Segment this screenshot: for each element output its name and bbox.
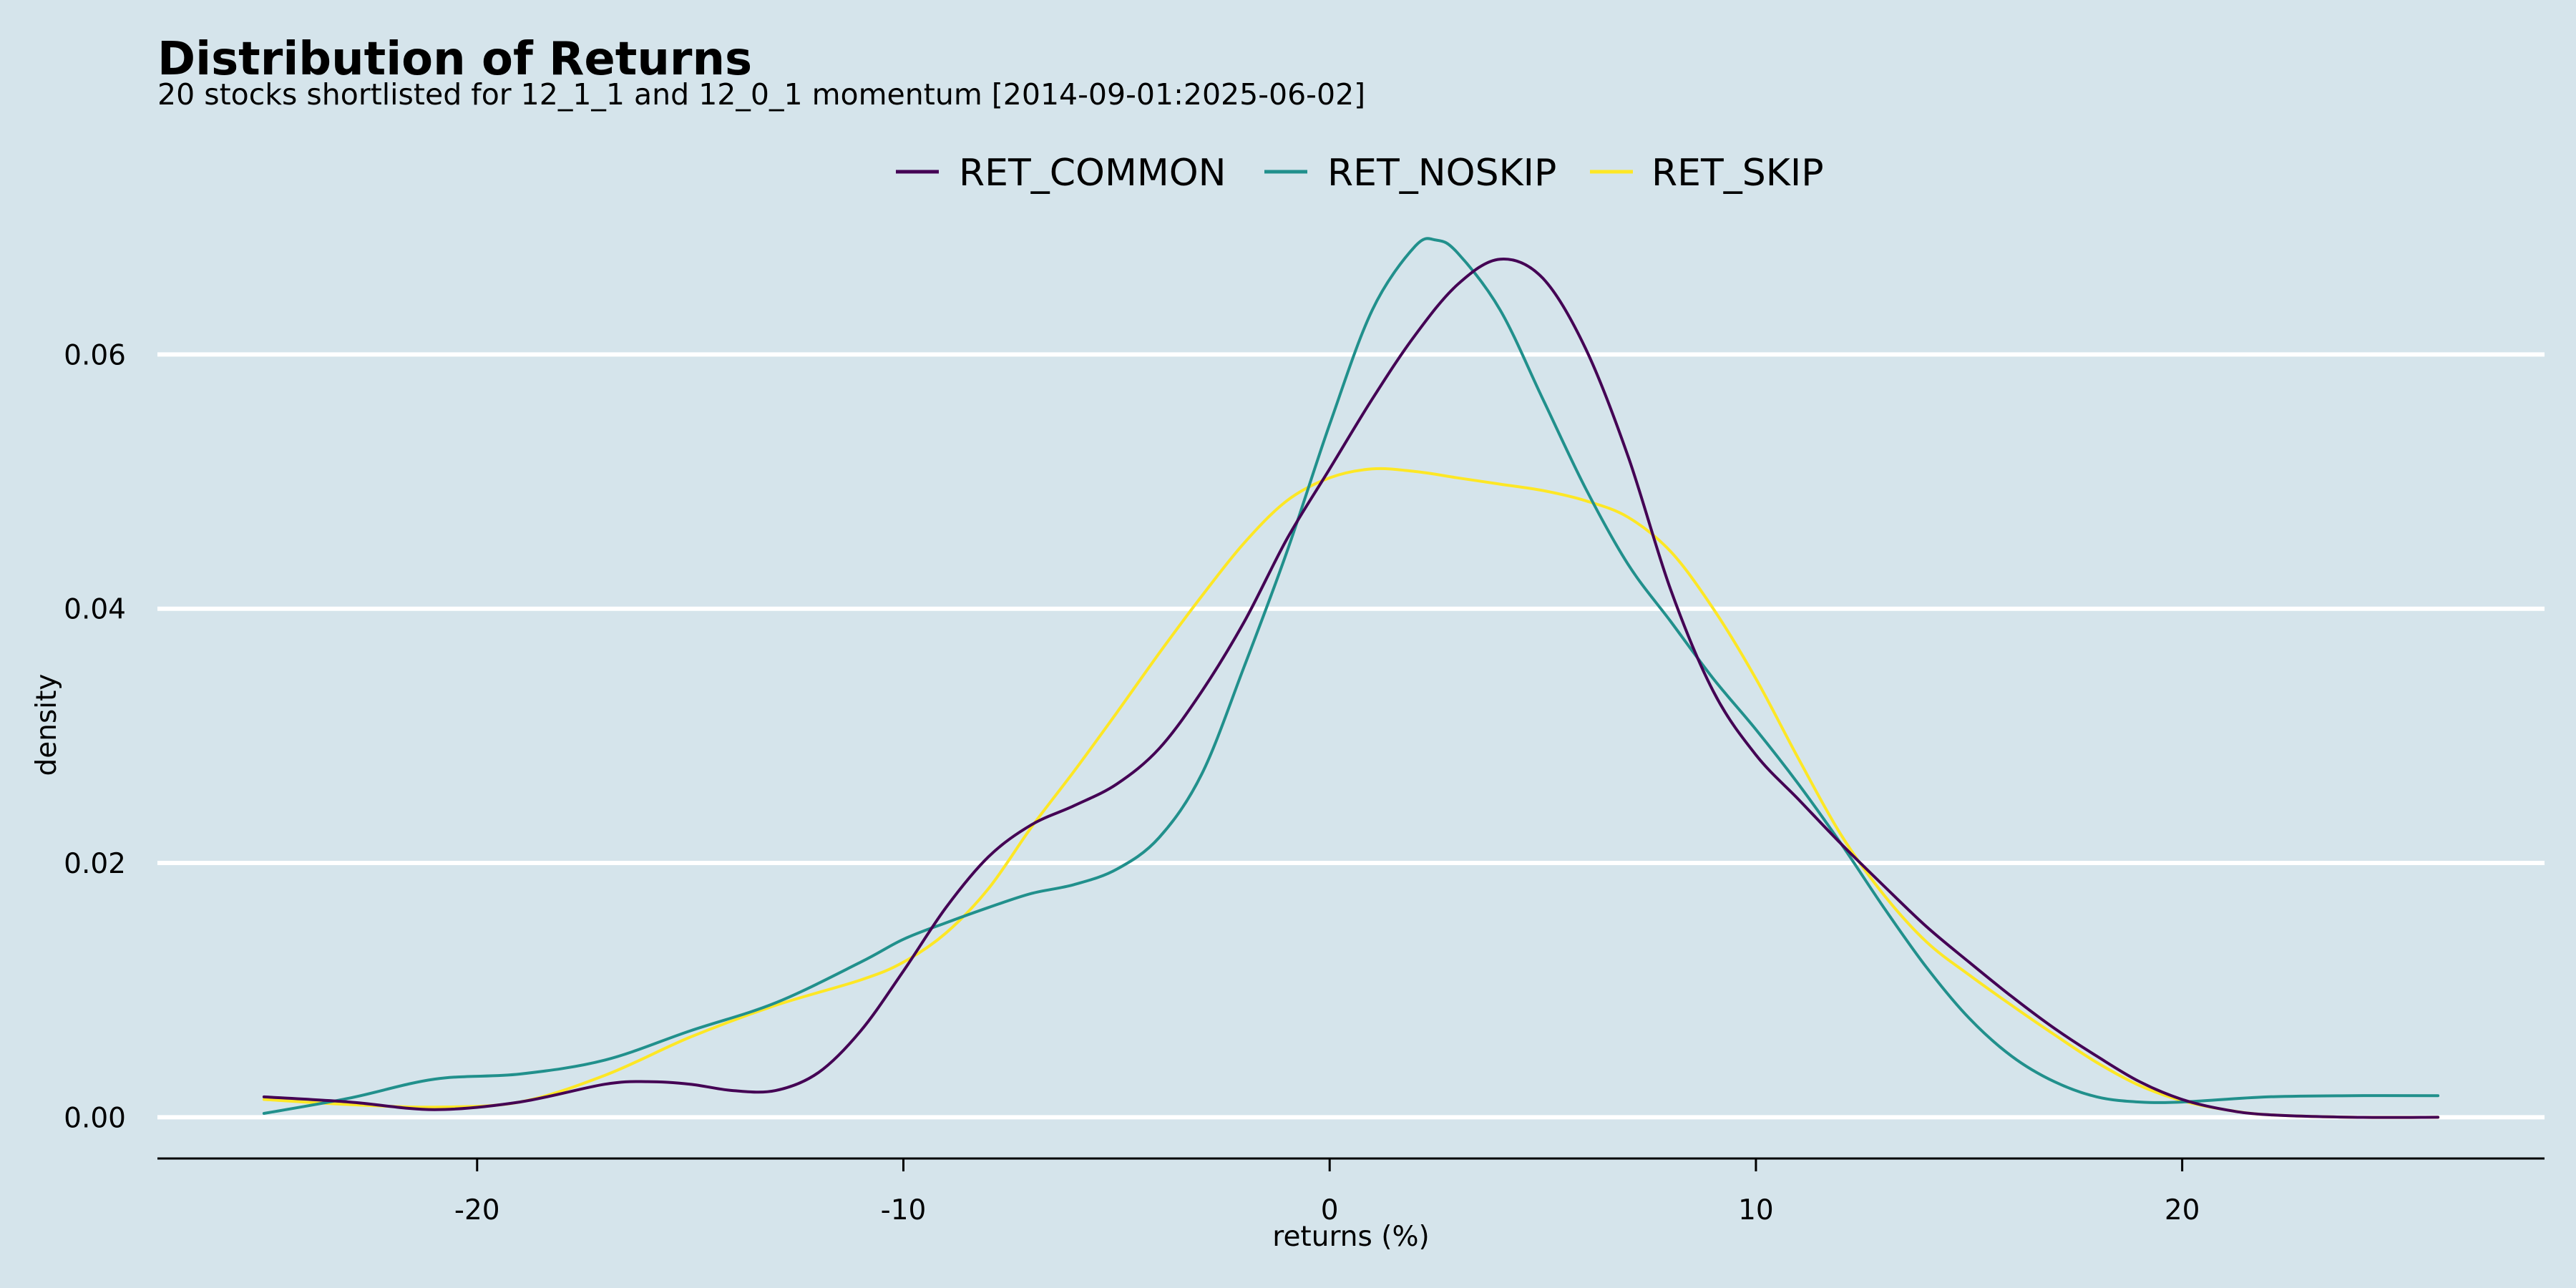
x-axis-ticks: -20 -10 0 10 20: [454, 1158, 2200, 1226]
series-line-ret-skip: [262, 467, 2440, 1119]
legend: RET_COMMON RET_NOSKIP RET_SKIP: [896, 152, 1824, 195]
y-tick-label: 0.02: [64, 848, 126, 880]
legend-label: RET_NOSKIP: [1327, 152, 1556, 195]
series-layer: [262, 237, 2440, 1119]
chart-title: Distribution of Returns: [157, 33, 752, 86]
x-tick-label: -20: [454, 1194, 500, 1226]
y-tick-label: 0.06: [64, 339, 126, 371]
x-tick-label: 20: [2165, 1194, 2200, 1226]
gridlines: [157, 352, 2545, 1120]
y-axis-title: density: [31, 674, 63, 776]
legend-label: RET_COMMON: [959, 152, 1226, 195]
legend-label: RET_SKIP: [1652, 152, 1824, 195]
y-tick-label: 0.00: [64, 1102, 126, 1134]
series-line-ret-common: [262, 258, 2440, 1119]
y-tick-label: 0.04: [64, 594, 126, 626]
x-tick-label: 10: [1738, 1194, 1774, 1226]
x-tick-label: -10: [881, 1194, 927, 1226]
x-axis-title: returns (%): [1272, 1221, 1429, 1253]
y-axis-ticks: 0.00 0.02 0.04 0.06: [64, 339, 126, 1134]
chart-subtitle: 20 stocks shortlisted for 12_1_1 and 12_…: [157, 77, 1365, 112]
series-line-ret-noskip: [262, 237, 2440, 1115]
x-tick-label: 0: [1321, 1194, 1339, 1226]
